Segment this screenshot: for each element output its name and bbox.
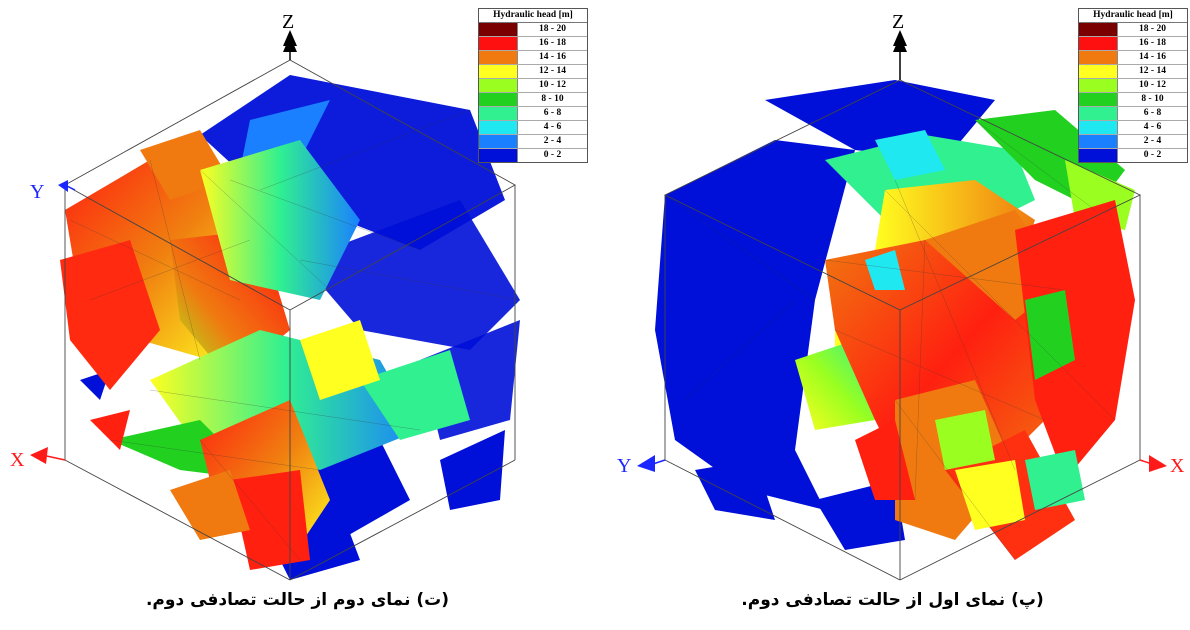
- legend-swatch: [1079, 135, 1118, 148]
- legend-label: 16 - 18: [1139, 38, 1166, 48]
- legend-swatch: [479, 149, 518, 162]
- y-axis-arrow-icon: [58, 180, 68, 192]
- z-axis-arrow-icon: [893, 30, 907, 46]
- legend-label: 0 - 2: [543, 150, 562, 160]
- z-axis-arrow-icon: [283, 30, 297, 46]
- legend-label: 12 - 14: [1139, 66, 1166, 76]
- axes-right: Z Y X: [617, 11, 1185, 477]
- y-axis-arrow-icon: [637, 455, 655, 472]
- y-axis-label: Y: [30, 181, 44, 203]
- legend-label: 14 - 16: [1139, 52, 1166, 62]
- legend-swatch: [479, 23, 518, 36]
- legend-label: 2 - 4: [1143, 136, 1162, 146]
- legend-label: 2 - 4: [543, 136, 562, 146]
- legend-swatch: [479, 135, 518, 148]
- legend-swatch: [479, 51, 518, 64]
- legend-entry: 8 - 10: [1079, 92, 1187, 106]
- legend-title: Hydraulic head [m]: [1079, 9, 1187, 23]
- axes-left: Z Y X: [10, 11, 297, 471]
- x-axis-arrow-icon: [1149, 455, 1167, 472]
- legend-swatch: [1079, 79, 1118, 92]
- legend-swatch: [479, 65, 518, 78]
- legend-entry: 6 - 8: [1079, 106, 1187, 120]
- legend-swatch: [1079, 37, 1118, 50]
- legend-entry: 14 - 16: [479, 50, 587, 64]
- legend-label: 4 - 6: [543, 122, 562, 132]
- z-axis-label: Z: [282, 11, 294, 33]
- legend-swatch: [479, 37, 518, 50]
- fracture-surfaces-right: [655, 80, 1135, 560]
- right-view-panel: Z Y X Hydraulic head [m] 18 - 20 16 - 18 1…: [595, 0, 1190, 630]
- caption-right: (پ) نمای اول از حالت تصادفی دوم.: [741, 590, 1044, 610]
- legend-swatch: [1079, 93, 1118, 106]
- legend-label: 0 - 2: [1143, 150, 1162, 160]
- legend-label: 14 - 16: [539, 52, 566, 62]
- z-axis-label: Z: [892, 11, 904, 33]
- legend-entry: 6 - 8: [479, 106, 587, 120]
- legend-entry: 16 - 18: [479, 36, 587, 50]
- x-axis-arrow-icon: [30, 447, 48, 464]
- legend-entry: 18 - 20: [479, 23, 587, 36]
- y-axis-label: Y: [617, 455, 631, 477]
- legend-swatch: [1079, 107, 1118, 120]
- legend-entry: 12 - 14: [1079, 64, 1187, 78]
- fracture-surfaces-left: [60, 75, 520, 580]
- legend-label: 18 - 20: [1139, 24, 1166, 34]
- legend-swatch: [479, 93, 518, 106]
- legend-swatch: [1079, 65, 1118, 78]
- legend-label: 10 - 12: [1139, 80, 1166, 90]
- legend-label: 8 - 10: [541, 94, 564, 104]
- x-axis-label: X: [1170, 455, 1185, 477]
- caption-left: (ت) نمای دوم از حالت تصادفی دوم.: [145, 590, 450, 610]
- legend-swatch: [1079, 121, 1118, 134]
- legend-label: 4 - 6: [1143, 122, 1162, 132]
- legend-swatch: [479, 107, 518, 120]
- legend-label: 12 - 14: [539, 66, 566, 76]
- legend-entry: 4 - 6: [479, 120, 587, 134]
- legend-entry: 0 - 2: [479, 148, 587, 162]
- legend-swatch: [1079, 149, 1118, 162]
- legend-label: 6 - 8: [1143, 108, 1162, 118]
- legend-rows: 18 - 20 16 - 18 14 - 16 12 - 14 10 - 12 8 - 1…: [1079, 23, 1187, 162]
- legend-label: 16 - 18: [539, 38, 566, 48]
- legend-swatch: [479, 121, 518, 134]
- bounding-cube-right: [663, 79, 1142, 581]
- mesh-lines-right: [664, 119, 1116, 561]
- legend-swatch: [1079, 51, 1118, 64]
- legend-entry: 10 - 12: [479, 78, 587, 92]
- legend-label: 6 - 8: [543, 108, 562, 118]
- x-axis-label: X: [10, 449, 25, 471]
- legend-rows: 18 - 20 16 - 18 14 - 16 12 - 14 10 - 12 8 - 1…: [479, 23, 587, 162]
- legend-entry: 8 - 10: [479, 92, 587, 106]
- left-view-panel: Z Y X Hydraulic head [m] 18 - 20 16 - 18 1…: [10, 8, 588, 610]
- legend-entry: 2 - 4: [1079, 134, 1187, 148]
- legend-entry: 12 - 14: [479, 64, 587, 78]
- bounding-cube-left: [64, 59, 516, 581]
- right-3d-view: Z Y X: [617, 11, 1185, 581]
- legend-entry: 18 - 20: [1079, 23, 1187, 36]
- mesh-lines-left: [69, 109, 521, 561]
- legend-entry: 4 - 6: [1079, 120, 1187, 134]
- legend-entry: 0 - 2: [1079, 148, 1187, 162]
- legend-entry: 2 - 4: [479, 134, 587, 148]
- legend-entry: 16 - 18: [1079, 36, 1187, 50]
- legend-swatch: [479, 79, 518, 92]
- legend-left: Hydraulic head [m] 18 - 20 16 - 18 14 - 16…: [478, 8, 588, 163]
- legend-label: 18 - 20: [539, 24, 566, 34]
- legend-label: 8 - 10: [1141, 94, 1164, 104]
- legend-title: Hydraulic head [m]: [479, 9, 587, 23]
- legend-right: Hydraulic head [m] 18 - 20 16 - 18 14 - 16…: [1078, 8, 1188, 163]
- legend-label: 10 - 12: [539, 80, 566, 90]
- legend-entry: 14 - 16: [1079, 50, 1187, 64]
- legend-entry: 10 - 12: [1079, 78, 1187, 92]
- left-3d-view: Z Y X: [10, 11, 521, 581]
- legend-swatch: [1079, 23, 1118, 36]
